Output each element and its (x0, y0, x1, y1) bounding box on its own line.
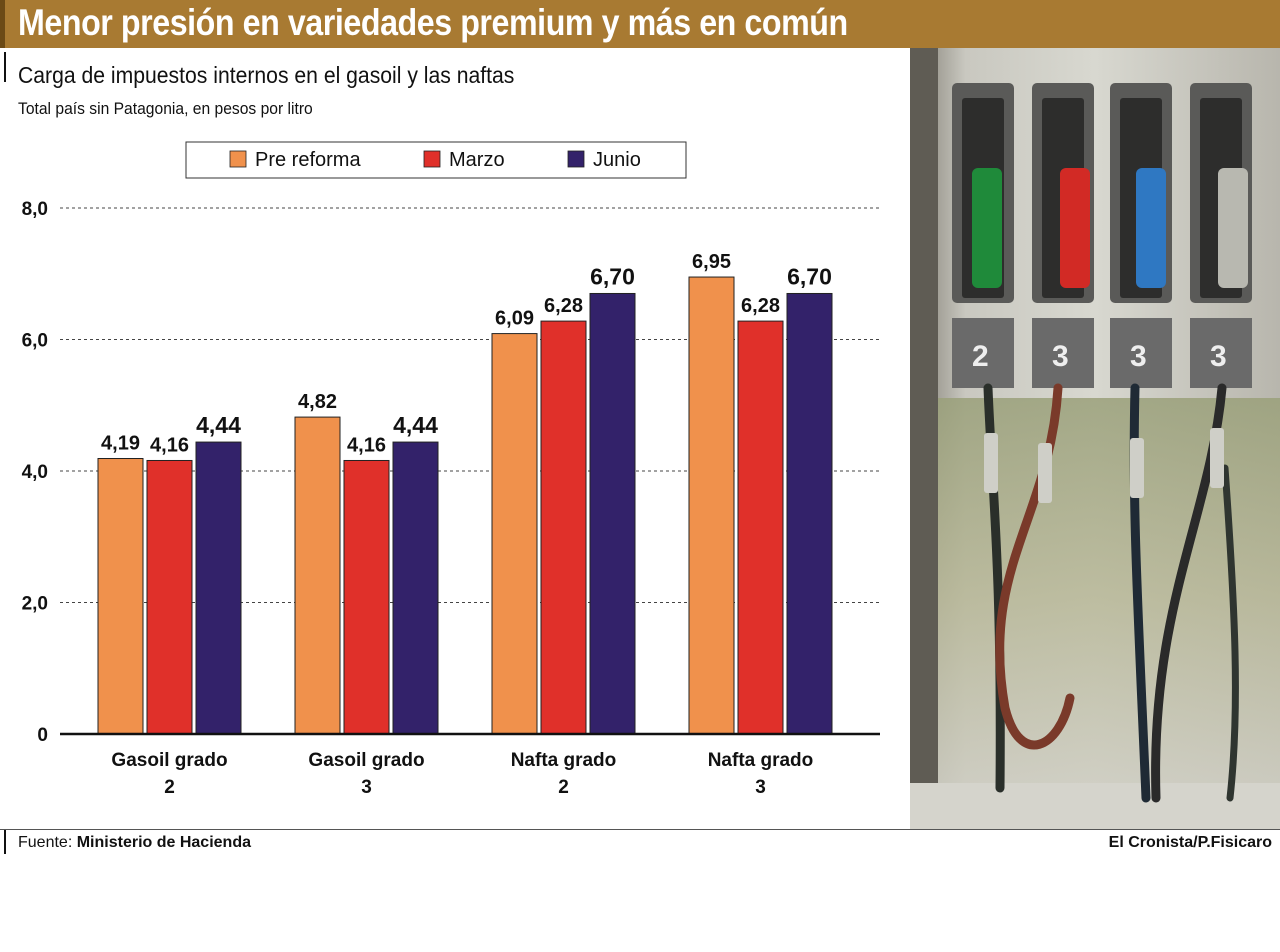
credit-line: El Cronista/P.Fisicaro (1108, 834, 1272, 851)
pump-number-plates: 2 3 3 3 (952, 318, 1252, 388)
bar (195, 441, 242, 735)
bar (392, 441, 439, 735)
bar-chart: Pre reforma Marzo Junio 0 2,0 4,0 6,0 8,0 4,19 4,… (22, 141, 880, 798)
bar-value-label: 4,44 (393, 412, 438, 438)
bar-value-label: 6,70 (787, 263, 832, 289)
chart-subtitle: Carga de impuestos internos en el gasoil… (18, 62, 515, 88)
source-note: Fuente: Ministerio de Hacienda (18, 834, 251, 852)
hose-fittings (984, 428, 1224, 503)
bar (589, 292, 636, 735)
x-category-label: Nafta grado (511, 750, 617, 771)
footer-rule (4, 830, 6, 854)
legend-swatch (229, 150, 247, 168)
headline: Menor presión en variedades premium y má… (18, 2, 848, 43)
bar-value-label: 6,70 (590, 263, 635, 289)
source-value: Ministerio de Hacienda (76, 834, 251, 851)
bar (294, 416, 341, 735)
subtitle-rule (4, 52, 6, 82)
bar (737, 320, 784, 735)
header-accent (0, 0, 5, 48)
y-tick-label: 2,0 (22, 594, 48, 615)
legend-swatch (567, 150, 585, 168)
y-tick-label: 6,0 (22, 331, 48, 352)
bar (688, 276, 735, 735)
bar (540, 320, 587, 735)
pump-label: 3 (1052, 340, 1069, 373)
legend-label: Pre reforma (255, 149, 361, 171)
pump-label: 3 (1210, 340, 1227, 373)
unit-note: Total país sin Patagonia, en pesos por l… (18, 99, 313, 118)
bar-value-label: 6,28 (741, 295, 780, 317)
bar-value-label: 4,19 (101, 433, 140, 455)
legend-swatch (423, 150, 441, 168)
y-tick-label: 8,0 (22, 199, 48, 220)
bar-value-label: 6,28 (544, 295, 583, 317)
bar (786, 292, 833, 735)
fuel-pump-photo: 2 3 3 3 (910, 48, 1280, 830)
legend-label: Junio (593, 149, 641, 171)
nozzles (972, 168, 1248, 288)
x-category-label: 2 (558, 777, 569, 798)
bar-value-label: 6,09 (495, 308, 534, 330)
bar-value-label: 4,16 (150, 434, 189, 456)
x-category-label: 2 (164, 777, 175, 798)
bar-value-label: 4,16 (347, 434, 386, 456)
pump-label: 2 (972, 340, 989, 373)
bar (97, 458, 144, 735)
bar-value-label: 6,95 (692, 251, 731, 273)
x-category-label: 3 (755, 777, 766, 798)
footer-divider (0, 829, 1280, 830)
header-bar: Menor presión en variedades premium y má… (0, 0, 1280, 48)
source-label: Fuente: (18, 834, 73, 851)
bar-value-label: 4,44 (196, 412, 241, 438)
bar-value-label: 4,82 (298, 391, 337, 413)
y-tick-label: 0 (37, 725, 48, 746)
bar (146, 459, 193, 735)
x-category-label: 3 (361, 777, 372, 798)
y-tick-label: 4,0 (22, 462, 48, 483)
bar (491, 333, 538, 735)
legend-label: Marzo (449, 149, 505, 171)
x-category-label: Gasoil grado (111, 750, 227, 771)
x-category-label: Nafta grado (708, 750, 814, 771)
pump-label: 3 (1130, 340, 1147, 373)
bar (343, 459, 390, 735)
x-category-label: Gasoil grado (308, 750, 424, 771)
